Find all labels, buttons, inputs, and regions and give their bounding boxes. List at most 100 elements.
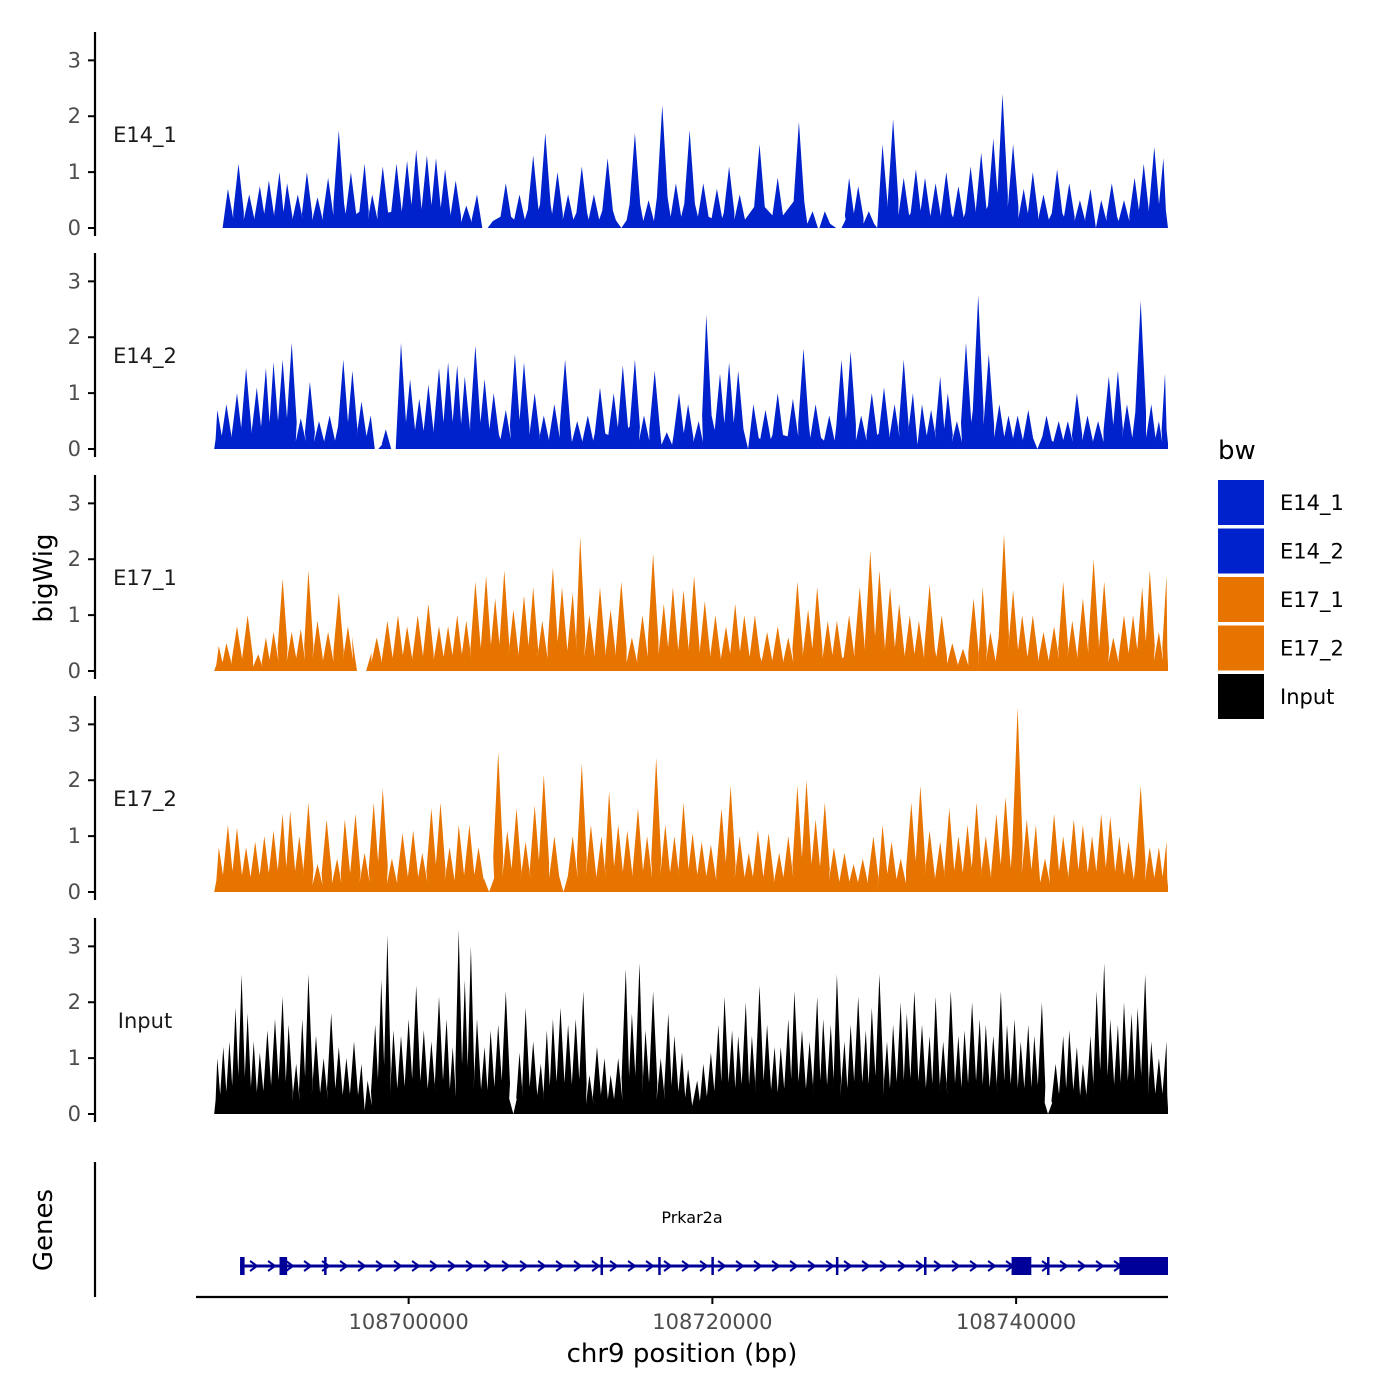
- series-area-e14-2: [214, 295, 1168, 449]
- y-tick-label: 2: [68, 547, 81, 571]
- gene-exon-small: [835, 1257, 839, 1275]
- strand-arrow-icon: [501, 1260, 511, 1272]
- strand-arrow-icon: [969, 1260, 979, 1272]
- strand-arrow-icon: [717, 1260, 727, 1272]
- strand-arrow-icon: [681, 1260, 691, 1272]
- y-tick-label: 1: [68, 603, 81, 627]
- legend-title: bw: [1218, 436, 1256, 466]
- strand-arrow-icon: [465, 1260, 475, 1272]
- y-tick-label: 0: [68, 437, 81, 461]
- strand-arrow-icon: [627, 1260, 637, 1272]
- track-label: E17_1: [113, 566, 177, 591]
- y-tick-label: 1: [68, 824, 81, 848]
- strand-arrow-icon: [555, 1260, 565, 1272]
- y-tick-label: 2: [68, 768, 81, 792]
- strand-arrow-icon: [879, 1260, 889, 1272]
- strand-arrow-icon: [267, 1260, 277, 1272]
- y-axis-title: bigWig: [29, 533, 59, 622]
- gene-exon-small: [324, 1257, 327, 1275]
- gene-exon-small: [658, 1257, 661, 1275]
- y-tick-label: 1: [68, 1046, 81, 1070]
- strand-arrow-icon: [285, 1260, 295, 1272]
- strand-arrow-icon: [339, 1260, 349, 1272]
- strand-arrow-icon: [1077, 1260, 1087, 1272]
- strand-arrow-icon: [303, 1260, 313, 1272]
- strand-arrow-icon: [375, 1260, 385, 1272]
- track-label: E14_2: [113, 344, 177, 369]
- strand-arrow-icon: [897, 1260, 907, 1272]
- y-tick-label: 0: [68, 216, 81, 240]
- y-tick-label: 3: [68, 491, 81, 515]
- y-tick-label: 2: [68, 325, 81, 349]
- y-tick-label: 3: [68, 48, 81, 72]
- strand-arrow-icon: [915, 1260, 925, 1272]
- legend-swatch-input: [1218, 674, 1264, 719]
- strand-arrow-icon: [447, 1260, 457, 1272]
- strand-arrow-icon: [663, 1260, 673, 1272]
- legend-label: E17_1: [1280, 588, 1344, 613]
- x-axis-title: chr9 position (bp): [567, 1339, 798, 1369]
- legend-swatch-e14-2: [1218, 528, 1264, 574]
- gene-label: Prkar2a: [661, 1208, 722, 1227]
- strand-arrow-icon: [357, 1260, 367, 1272]
- strand-arrow-icon: [861, 1260, 871, 1272]
- gene-exon-small: [1047, 1257, 1050, 1275]
- legend-swatch-e14-1: [1218, 480, 1264, 525]
- series-area-e17-2: [214, 707, 1168, 892]
- gene-exon-small: [711, 1257, 714, 1275]
- y-tick-label: 0: [68, 659, 81, 683]
- gene-exon-small: [924, 1257, 927, 1275]
- strand-arrow-icon: [1059, 1260, 1069, 1272]
- legend-label: Input: [1280, 685, 1334, 709]
- strand-arrow-icon: [951, 1260, 961, 1272]
- strand-arrow-icon: [537, 1260, 547, 1272]
- strand-arrow-icon: [1095, 1260, 1105, 1272]
- strand-arrow-icon: [519, 1260, 529, 1272]
- gene-exon-small: [600, 1257, 604, 1275]
- track-label: E14_1: [113, 123, 177, 148]
- y-tick-label: 2: [68, 104, 81, 128]
- strand-arrow-icon: [393, 1260, 403, 1272]
- x-tick-label: 108700000: [349, 1310, 469, 1334]
- strand-arrow-icon: [609, 1260, 619, 1272]
- y-tick-label: 1: [68, 381, 81, 405]
- strand-arrow-icon: [807, 1260, 817, 1272]
- x-tick-label: 108720000: [652, 1310, 772, 1334]
- strand-arrow-icon: [771, 1260, 781, 1272]
- strand-arrow-icon: [573, 1260, 583, 1272]
- y-tick-label: 1: [68, 160, 81, 184]
- y-tick-label: 0: [68, 880, 81, 904]
- strand-arrow-icon: [645, 1260, 655, 1272]
- y-tick-label: 0: [68, 1102, 81, 1126]
- strand-arrow-icon: [987, 1260, 997, 1272]
- strand-arrow-icon: [843, 1260, 853, 1272]
- strand-arrow-icon: [249, 1260, 259, 1272]
- track-label: Input: [118, 1009, 172, 1033]
- legend-label: E14_1: [1280, 491, 1344, 516]
- gene-exon: [1011, 1257, 1032, 1275]
- strand-arrow-icon: [483, 1260, 493, 1272]
- gene-exon: [279, 1257, 288, 1275]
- y-tick-label: 3: [68, 269, 81, 293]
- series-area-input: [214, 929, 1168, 1114]
- legend-label: E17_2: [1280, 637, 1344, 662]
- legend-swatch-e17-1: [1218, 577, 1264, 622]
- series-area-e17-1: [214, 534, 1168, 671]
- strand-arrow-icon: [753, 1260, 763, 1272]
- strand-arrow-icon: [429, 1260, 439, 1272]
- strand-arrow-icon: [933, 1260, 943, 1272]
- genes-axis-title: Genes: [29, 1189, 59, 1271]
- gene-exon: [1119, 1257, 1168, 1275]
- y-tick-label: 3: [68, 712, 81, 736]
- track-label: E17_2: [113, 787, 177, 812]
- legend-label: E14_2: [1280, 540, 1344, 565]
- y-tick-label: 2: [68, 990, 81, 1014]
- strand-arrow-icon: [411, 1260, 421, 1272]
- strand-arrow-icon: [699, 1260, 709, 1272]
- y-tick-label: 3: [68, 934, 81, 958]
- strand-arrow-icon: [591, 1260, 601, 1272]
- strand-arrow-icon: [825, 1260, 835, 1272]
- legend-swatch-e17-2: [1218, 625, 1264, 671]
